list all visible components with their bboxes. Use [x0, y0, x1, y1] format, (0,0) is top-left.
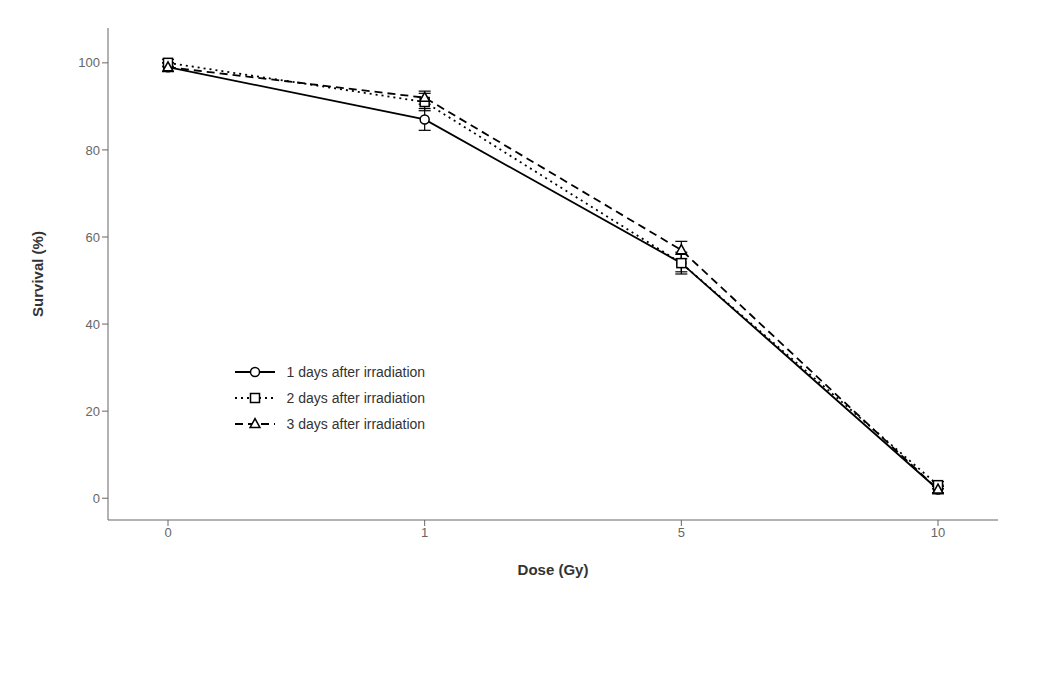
svg-text:60: 60	[86, 230, 100, 245]
svg-text:Survival (%): Survival (%)	[29, 231, 46, 317]
svg-text:20: 20	[86, 404, 100, 419]
svg-text:40: 40	[86, 317, 100, 332]
html-text:3 days after irradiation: 3 days after irradiation	[286, 416, 426, 432]
svg-text:0: 0	[164, 525, 171, 540]
svg-text:10: 10	[931, 525, 945, 540]
svg-text:1: 1	[421, 525, 428, 540]
svg-text:Dose (Gy): Dose (Gy)	[518, 561, 589, 578]
svg-text:0: 0	[93, 491, 100, 506]
svg-text:80: 80	[86, 143, 100, 158]
svg-text:5: 5	[678, 525, 685, 540]
html-text:1 days after irradiation: 1 days after irradiation	[286, 364, 426, 380]
html-text:2 days after irradiation: 2 days after irradiation	[286, 390, 426, 406]
svg-text:100: 100	[78, 55, 100, 70]
